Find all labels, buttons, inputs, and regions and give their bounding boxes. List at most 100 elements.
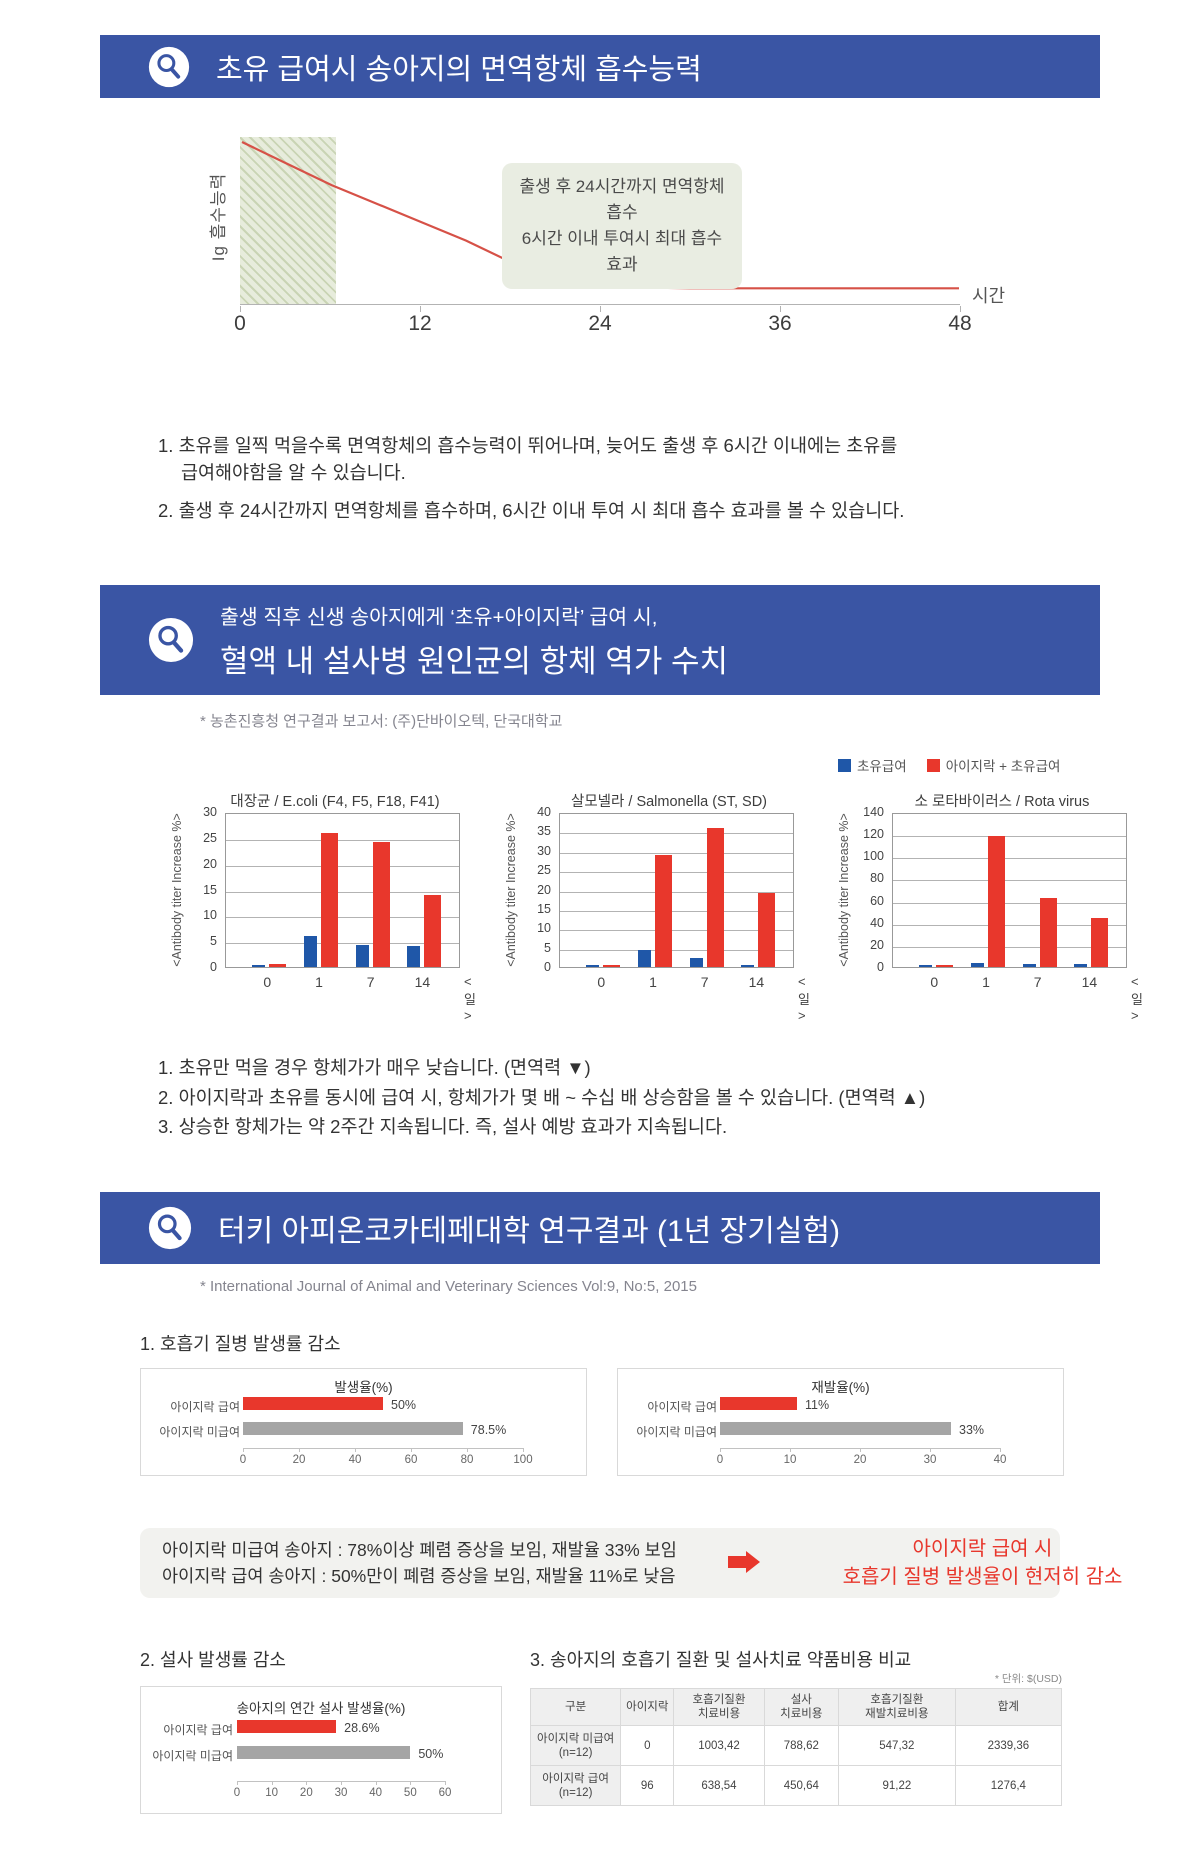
row-label: 아이지락 미급여	[636, 1425, 717, 1439]
highlight-line2: 호흡기 질병 발생율이 현저히 감소	[842, 1566, 1123, 1588]
y-tick-label: 20	[203, 856, 217, 871]
bar-value-label: 33%	[959, 1423, 985, 1437]
gridline	[893, 836, 1126, 838]
table-unit-note: * 단위: $(USD)	[994, 1673, 1062, 1685]
y-tick-label: 10	[537, 921, 551, 936]
x-tick-label: 7	[1033, 974, 1042, 990]
y-tick-label: 60	[870, 893, 884, 908]
section2-title: 출생 직후 신생 송아지에게 ‘초유+아이지락’ 급여 시, 혈액 내 설사병 …	[220, 600, 728, 681]
table-row: 아이지락 미급여 (n=12) 0 1003,42 788,62 547,32 2339,…	[529, 1725, 1063, 1766]
chart-plot-area	[225, 813, 460, 968]
x-tick-label: 14	[414, 974, 431, 990]
conclusion-line1: 아이지락 미급여 송아지 : 78%이상 폐렴 증상을 보임, 재발율 33% …	[162, 1540, 677, 1560]
x-tick-label: 0	[263, 974, 272, 990]
sub1-title: 1. 호흡기 질병 발생률 감소	[140, 1334, 341, 1354]
gridline	[893, 946, 1126, 948]
y-tick-label: 20	[537, 882, 551, 897]
bar-colostrum	[919, 965, 933, 967]
x-tick-mark	[1000, 1448, 1001, 1452]
x-tick-label: 48	[948, 312, 972, 335]
table-cell: 638,54	[673, 1765, 765, 1806]
ig-absorption-line-chart: 출생 후 24시간까지 면역항체 흡수 6시간 이내 투여시 최대 흡수 효과	[240, 137, 960, 305]
x-tick-label: 1	[982, 974, 990, 990]
section1-finding1: 1. 초유를 일찍 먹을수록 면역항체의 흡수능력이 뛰어나며, 늦어도 출생 …	[158, 435, 898, 483]
chart-title: 송아지의 연간 설사 발생율(%)	[236, 1701, 406, 1716]
section1-title: 초유 급여시 송아지의 면역항체 흡수능력	[216, 53, 702, 86]
bar-colostrum	[586, 965, 600, 967]
x-tick-mark	[420, 306, 421, 312]
bar-colostrum	[689, 958, 703, 967]
bar	[720, 1397, 797, 1410]
y-tick-label: 120	[863, 827, 884, 842]
chart-title: 재발율(%)	[811, 1380, 870, 1395]
gridline	[226, 891, 459, 893]
bar-colostrum	[304, 936, 317, 967]
x-tick-mark	[930, 1448, 931, 1452]
gridline	[560, 930, 793, 932]
x-tick-label: 50	[403, 1787, 417, 1799]
section1-header-bar: 초유 급여시 송아지의 면역항체 흡수능력	[100, 35, 1100, 98]
row-label: 아이지락 미급여	[159, 1425, 240, 1439]
x-tick-label: 20	[299, 1787, 313, 1799]
x-tick-mark	[341, 1781, 342, 1785]
gridline	[226, 943, 459, 945]
chart-title: 살모넬라 / Salmonella (ST, SD)	[571, 794, 767, 810]
callout-line1: 출생 후 24시간까지 면역항체 흡수	[519, 177, 725, 222]
magnifier-icon	[148, 1206, 192, 1250]
table-header-cell: 합계	[954, 1688, 1063, 1726]
section2-findings: 1. 초유만 먹을 경우 항체가가 매우 낮습니다. (면역력 ▼) 2. 아이…	[158, 1053, 925, 1142]
cost-comparison-table: 구분 아이지락 호흡기질환 치료비용 설사 치료비용 호흡기질환 재발치료비용 합계 아이지…	[529, 1688, 1063, 1806]
bar-colostrum	[971, 962, 984, 967]
section3-source-note: * International Journal of Animal and Ve…	[200, 1278, 697, 1295]
x-tick-mark	[790, 1448, 791, 1452]
x-tick-label: 1	[649, 974, 657, 990]
row-label: 아이지락 급여	[163, 1723, 233, 1737]
x-tick-label: 0	[239, 1454, 247, 1466]
gridline	[560, 949, 793, 951]
bar-igilac	[936, 964, 954, 967]
section2-header-bar: 출생 직후 신생 송아지에게 ‘초유+아이지락’ 급여 시, 혈액 내 설사병 …	[100, 585, 1100, 695]
bar-colostrum	[355, 945, 369, 967]
table-header-cell: 구분	[529, 1688, 622, 1726]
chart-title: 소 로타바이러스 / Rota virus	[914, 794, 1090, 810]
y-tick-label: 40	[870, 915, 884, 930]
x-tick-mark	[467, 1448, 468, 1452]
x-axis-line	[243, 1448, 523, 1449]
x-tick-mark	[780, 306, 781, 312]
table-cell: 1276,4	[954, 1765, 1063, 1806]
highlight-line1: 아이지락 급여 시	[912, 1538, 1053, 1560]
bar-igilac	[372, 841, 390, 967]
x-tick-mark	[410, 1781, 412, 1785]
section2-finding3: 3. 상승한 항체가는 약 2주간 지속됩니다. 즉, 설사 예방 효과가 지속…	[158, 1116, 728, 1137]
bar-chart-salmonella: 살모넬라 / Salmonella (ST, SD) <Antibody tite…	[494, 790, 814, 1023]
table-cell: 2339,36	[954, 1725, 1063, 1766]
y-tick-label: 100	[863, 849, 884, 864]
table-cell: 91,22	[837, 1765, 956, 1806]
table-header-cell: 설사 치료비용	[763, 1688, 839, 1726]
gridline	[560, 852, 793, 854]
y-tick-label: 30	[537, 843, 551, 858]
x-tick-label: 7	[700, 974, 709, 990]
row-label: 아이지락 급여	[170, 1400, 240, 1414]
legend-item-colostrum: 초유급여	[838, 755, 907, 775]
row-label: 아이지락 급여	[647, 1400, 717, 1414]
x-tick-mark	[445, 1781, 446, 1785]
x-tick-label: 60	[404, 1454, 418, 1466]
row-label: 아이지락 미급여	[152, 1749, 233, 1763]
x-tick-mark	[237, 1781, 238, 1785]
gridline	[893, 880, 1126, 882]
gridline	[560, 833, 793, 835]
bar-colostrum	[252, 964, 266, 967]
y-tick-label: 5	[544, 940, 551, 955]
cost-table: 구분 아이지락 호흡기질환 치료비용 설사 치료비용 호흡기질환 재발치료비용 합계 아이지…	[529, 1688, 1063, 1806]
bar-colostrum	[741, 964, 755, 967]
table-row: 아이지락 급여 (n=12) 96 638,54 450,64 91,22 1276,4	[529, 1765, 1063, 1806]
section2-title-line1: 출생 직후 신생 송아지에게 ‘초유+아이지락’ 급여 시,	[220, 605, 658, 629]
hbar-chart-diarrhea: 송아지의 연간 설사 발생율(%) 아이지락 급여 28.6% 아이지락 미급여 50%…	[140, 1686, 502, 1814]
chart-title: 발생율(%)	[334, 1380, 393, 1395]
x-tick-label: 0	[716, 1454, 724, 1466]
table-cell: 0	[620, 1725, 675, 1766]
bar-colostrum	[1074, 963, 1088, 967]
sub2-title: 2. 설사 발생률 감소	[140, 1650, 286, 1670]
x-axis-unit: <일>	[464, 974, 476, 1023]
